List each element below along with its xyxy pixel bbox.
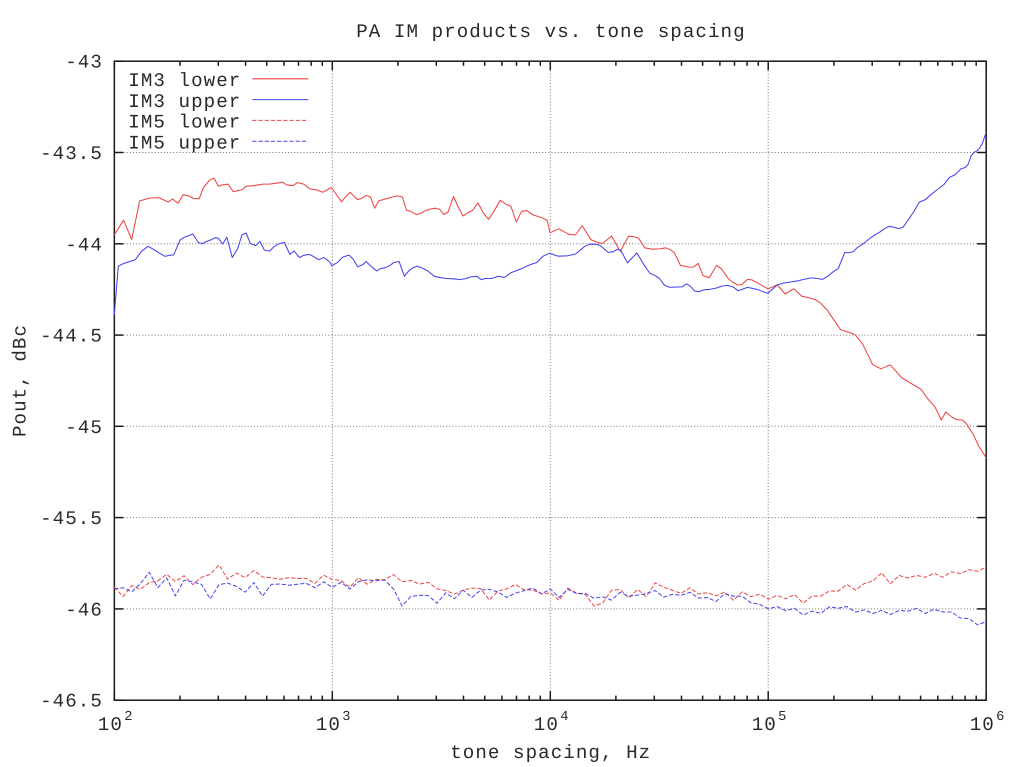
svg-text:PA IM products vs. tone spacin: PA IM products vs. tone spacing — [356, 21, 746, 43]
svg-text:IM5 lower: IM5 lower — [128, 112, 241, 134]
svg-text:-43: -43 — [65, 52, 103, 74]
svg-text:-44.5: -44.5 — [40, 326, 103, 348]
svg-text:-45: -45 — [65, 417, 103, 439]
svg-text:-43.5: -43.5 — [40, 143, 103, 165]
svg-text:-44: -44 — [65, 234, 103, 256]
svg-text:Pout, dBc: Pout, dBc — [10, 324, 32, 437]
svg-text:-46.5: -46.5 — [40, 691, 103, 713]
svg-text:-46: -46 — [65, 599, 103, 621]
svg-text:IM3 upper: IM3 upper — [128, 91, 241, 113]
svg-text:IM3 lower: IM3 lower — [128, 70, 241, 92]
svg-text:tone spacing, Hz: tone spacing, Hz — [450, 742, 651, 764]
svg-text:IM5 upper: IM5 upper — [128, 133, 241, 155]
svg-text:-45.5: -45.5 — [40, 508, 103, 530]
